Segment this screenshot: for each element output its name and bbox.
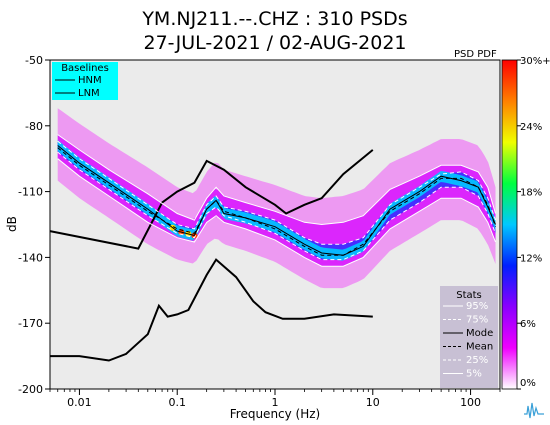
- x-tick-label: 100: [460, 396, 481, 409]
- baselines-legend-box: [52, 62, 118, 100]
- chart-title: YM.NJ211.--.CHZ : 310 PSDs: [141, 8, 407, 30]
- y-tick-label: -200: [18, 383, 43, 396]
- colorbar-tick-label: 30%+: [520, 56, 550, 67]
- y-tick-label: -110: [18, 186, 43, 199]
- baselines-legend-title: Baselines: [61, 63, 109, 74]
- stats-legend-label: Mode: [466, 328, 493, 339]
- logo-icon: [522, 398, 546, 422]
- stats-legend-box: [440, 286, 498, 388]
- series-75pct-line: [57, 140, 496, 245]
- pdf-core: [57, 140, 496, 261]
- colorbar-tick-label: 24%: [520, 122, 542, 133]
- x-tick-label: 0.01: [67, 396, 92, 409]
- colorbar-tick-label: 6%: [520, 319, 536, 330]
- pdf-density-layer: [57, 108, 496, 289]
- colorbar: PSD PDF 0% 6% 12% 18% 24% 30%+: [454, 49, 550, 390]
- plot-area: [49, 59, 501, 390]
- colorbar-tick-label: 0%: [520, 378, 536, 389]
- x-axis: 0.01 0.1 1 10 100: [49, 389, 501, 409]
- stats-legend-label: 75%: [466, 315, 488, 326]
- y-tick-label: -170: [18, 317, 43, 330]
- colorbar-tick-label: 18%: [520, 188, 542, 199]
- pdf-outer-halo: [57, 108, 496, 289]
- baselines-legend: Baselines HNM LNM: [52, 62, 118, 100]
- y-tick-label: -140: [18, 251, 43, 264]
- colorbar-ticks: 0% 6% 12% 18% 24% 30%+: [517, 56, 550, 390]
- y-tick-label: -80: [25, 120, 43, 133]
- series-5pct-line: [57, 158, 496, 267]
- colorbar-tick-label: 12%: [520, 253, 542, 264]
- stats-legend-title: Stats: [456, 290, 482, 301]
- hnm-legend-label: HNM: [78, 75, 102, 86]
- stats-legend-label: 95%: [466, 301, 488, 312]
- y-axis: -50 -80 -110 -140 -170 -200: [18, 54, 50, 396]
- y-axis-label: dB: [5, 216, 19, 232]
- x-axis-label: Frequency (Hz): [230, 407, 321, 421]
- series-hnm-line: [49, 149, 374, 250]
- series-lnm-line: [50, 258, 373, 362]
- series-25pct-line: [57, 151, 496, 261]
- x-tick-label: 0.1: [168, 396, 186, 409]
- colorbar-label: PSD PDF: [454, 49, 497, 60]
- series-95pct-line: [57, 134, 496, 226]
- colorbar-gradient: [501, 59, 518, 390]
- stats-legend-label: Mean: [466, 342, 493, 353]
- chart-subtitle: 27-JUL-2021 / 02-AUG-2021: [144, 32, 407, 54]
- lnm-legend-label: LNM: [78, 88, 100, 99]
- stats-legend: Stats 95% 75% Mode Mean 25% 5%: [440, 286, 498, 388]
- stats-legend-label: 5%: [466, 369, 482, 380]
- x-tick-label: 1: [272, 396, 279, 409]
- stats-legend-label: 25%: [466, 355, 488, 366]
- series-mean-line: [57, 147, 496, 256]
- series-layer: [49, 134, 496, 362]
- x-tick-label: 10: [366, 396, 380, 409]
- y-tick-label: -50: [25, 54, 43, 67]
